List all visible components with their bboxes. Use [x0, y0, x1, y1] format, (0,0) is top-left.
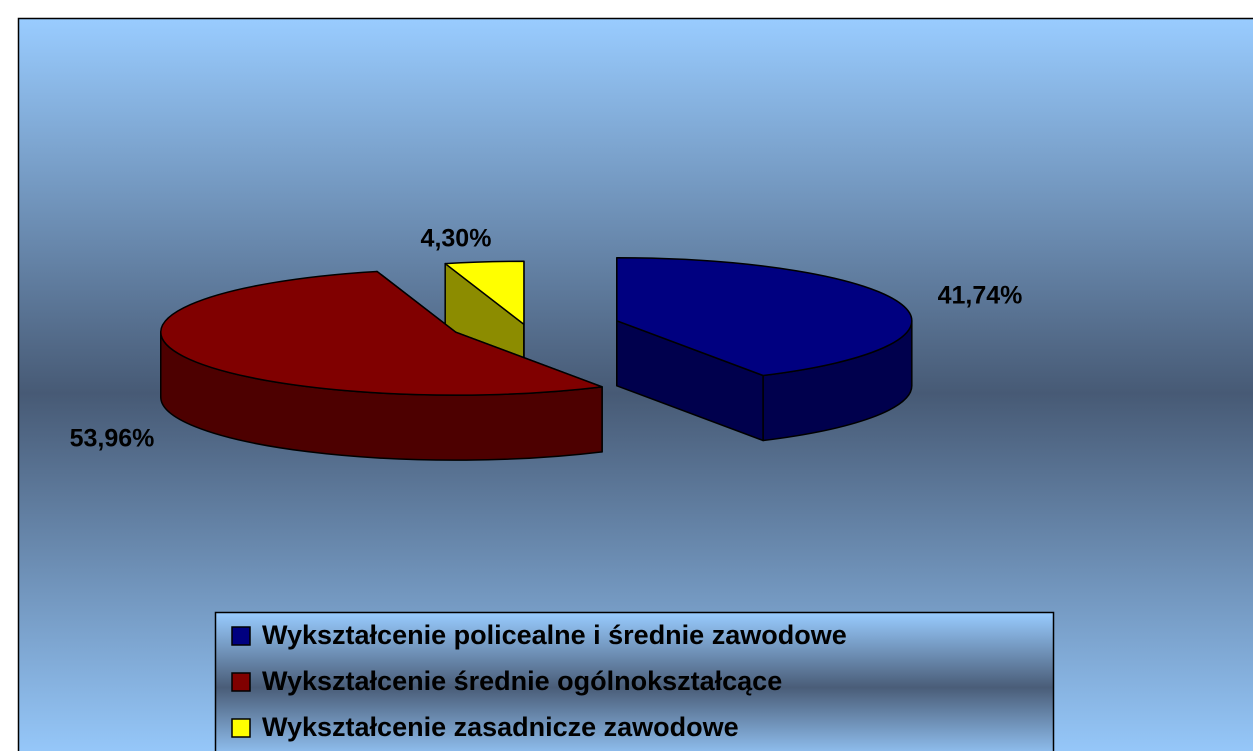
slice-top	[444, 260, 525, 326]
value-label: 41,74%	[938, 282, 1023, 310]
legend-label: Wykształcenie średnie ogólnokształcące	[262, 666, 782, 696]
legend-swatch	[231, 626, 251, 646]
pie	[160, 257, 913, 461]
legend-label: Wykształcenie policealne i średnie zawod…	[262, 620, 847, 650]
legend-label: Wykształcenie zasadnicze zawodowe	[262, 712, 739, 742]
slice-top	[160, 270, 603, 396]
value-label: 53,96%	[70, 425, 155, 453]
legend-swatch	[231, 672, 251, 692]
legend-swatch	[231, 718, 251, 738]
legend-box	[214, 611, 1055, 751]
slice-top	[616, 257, 913, 377]
value-label: 4,30%	[421, 225, 492, 253]
